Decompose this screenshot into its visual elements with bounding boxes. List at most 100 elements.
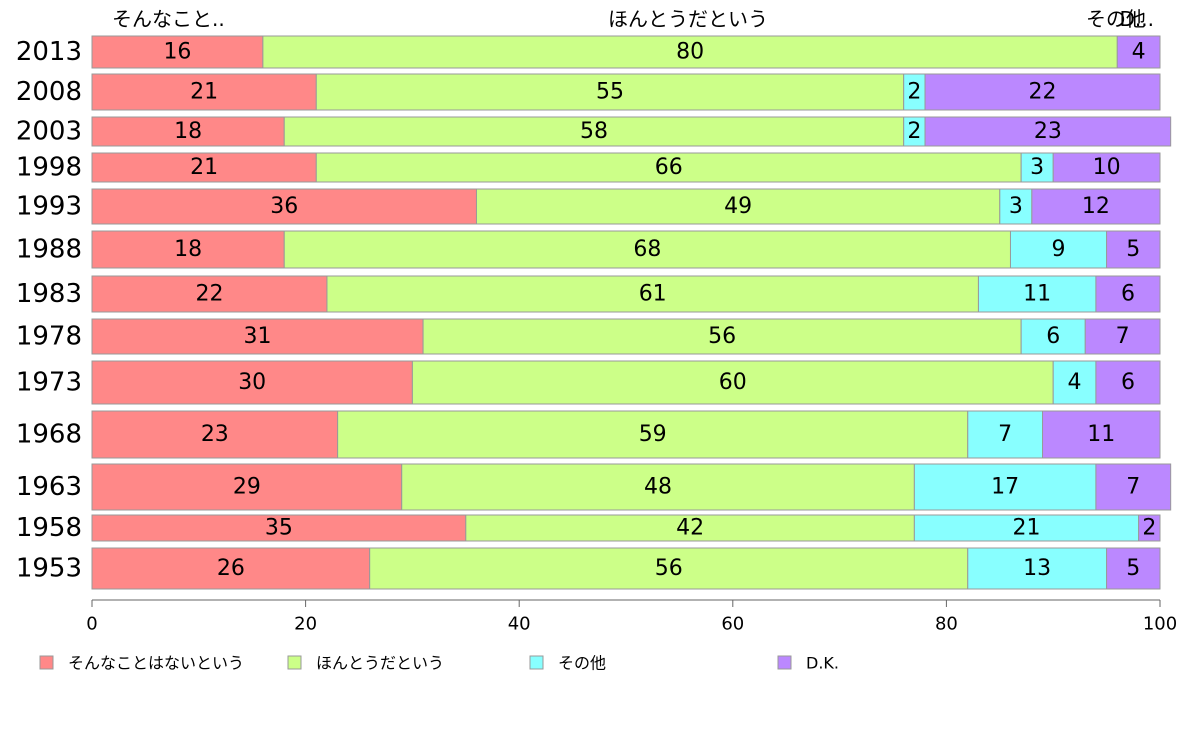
data-label-1968-s2: 7 bbox=[998, 422, 1012, 447]
year-label-1958: 1958 bbox=[16, 513, 82, 543]
legend-swatch-2 bbox=[529, 655, 544, 670]
bar-segment-1963-s3 bbox=[1095, 463, 1172, 511]
bar-segment-1958-s0 bbox=[91, 514, 467, 542]
year-label-1988: 1988 bbox=[16, 235, 82, 265]
x-tick-label-40: 40 bbox=[508, 614, 531, 635]
data-label-1963-s0: 29 bbox=[233, 475, 261, 500]
bar-segment-1958-s3 bbox=[1138, 514, 1161, 542]
bar-segment-1968-s0 bbox=[91, 410, 339, 459]
legend-swatch-3 bbox=[777, 655, 792, 670]
data-label-1978-s0: 31 bbox=[244, 324, 272, 349]
top-label-2: その他 bbox=[1086, 7, 1146, 31]
bar-segment-1998-s1 bbox=[315, 152, 1022, 183]
bar-segment-1983-s0 bbox=[91, 275, 328, 313]
data-label-1988-s0: 18 bbox=[174, 237, 202, 262]
data-label-2008-s2: 2 bbox=[907, 80, 921, 105]
data-label-1983-s1: 61 bbox=[639, 282, 667, 307]
bar-segment-2008-s1 bbox=[315, 73, 905, 111]
data-label-2003-s0: 18 bbox=[174, 119, 202, 144]
data-label-1983-s0: 22 bbox=[195, 282, 223, 307]
year-label-1963: 1963 bbox=[16, 472, 82, 502]
bar-segment-2003-s3 bbox=[924, 116, 1172, 147]
data-label-1958-s3: 2 bbox=[1142, 516, 1156, 541]
data-label-2008-s0: 21 bbox=[190, 80, 218, 105]
data-label-2003-s2: 2 bbox=[907, 119, 921, 144]
data-label-1958-s1: 42 bbox=[676, 516, 704, 541]
legend-label-3: D.K. bbox=[806, 654, 839, 673]
data-label-1973-s0: 30 bbox=[238, 370, 266, 395]
data-label-1983-s3: 6 bbox=[1121, 282, 1135, 307]
data-label-1973-s1: 60 bbox=[719, 370, 747, 395]
year-label-1973: 1973 bbox=[16, 368, 82, 398]
bar-segment-2003-s0 bbox=[91, 116, 285, 147]
data-label-1963-s3: 7 bbox=[1126, 475, 1140, 500]
data-label-1978-s3: 7 bbox=[1116, 324, 1130, 349]
bar-segment-1978-s1 bbox=[422, 318, 1022, 355]
year-labels: 2013 2008 2003 1998 1993 1988 1983 1978 1973 1968… bbox=[16, 37, 82, 584]
bar-segment-1998-s3 bbox=[1052, 152, 1161, 183]
data-label-1993-s2: 3 bbox=[1009, 194, 1023, 219]
x-tick-label-80: 80 bbox=[935, 614, 958, 635]
data-label-2008-s3: 22 bbox=[1029, 80, 1057, 105]
x-tick-label-0: 0 bbox=[86, 614, 97, 635]
bar-segment-2013-s0 bbox=[91, 35, 264, 69]
data-label-2003-s1: 58 bbox=[580, 119, 608, 144]
data-label-1988-s1: 68 bbox=[633, 237, 661, 262]
bar-segment-1993-s0 bbox=[91, 188, 477, 225]
year-label-1983: 1983 bbox=[16, 279, 82, 309]
legend-label-1: ほんとうだという bbox=[316, 654, 444, 673]
data-label-1973-s2: 4 bbox=[1068, 370, 1082, 395]
data-label-1973-s3: 6 bbox=[1121, 370, 1135, 395]
data-label-1998-s3: 10 bbox=[1093, 155, 1121, 180]
data-label-1978-s1: 56 bbox=[708, 324, 736, 349]
data-label-1993-s1: 49 bbox=[724, 194, 752, 219]
legend-swatch-1 bbox=[287, 655, 302, 670]
x-tick-label-60: 60 bbox=[721, 614, 744, 635]
data-label-1998-s0: 21 bbox=[190, 155, 218, 180]
bar-segment-1988-s3 bbox=[1106, 230, 1161, 269]
data-label-1968-s1: 59 bbox=[639, 422, 667, 447]
bar-segment-1993-s3 bbox=[1031, 188, 1161, 225]
data-label-1963-s1: 48 bbox=[644, 475, 672, 500]
bar-segment-1973-s2 bbox=[1052, 360, 1097, 405]
top-label-1: ほんとうだという bbox=[608, 7, 768, 31]
data-label-1968-s0: 23 bbox=[201, 422, 229, 447]
bar-segment-1993-s2 bbox=[999, 188, 1033, 225]
bar-segment-1963-s2 bbox=[913, 463, 1097, 511]
bar-segment-2013-s1 bbox=[262, 35, 1118, 69]
top-label-3: D... bbox=[1120, 7, 1154, 31]
data-label-1983-s2: 11 bbox=[1023, 282, 1051, 307]
legend-label-0: そんなことはないという bbox=[68, 654, 244, 673]
data-label-1998-s2: 3 bbox=[1030, 155, 1044, 180]
year-label-1998: 1998 bbox=[16, 153, 82, 183]
legend: そんなことはないという ほんとうだという その他 D.K. bbox=[39, 654, 839, 673]
bar-segment-1953-s1 bbox=[369, 547, 969, 590]
data-label-1963-s2: 17 bbox=[991, 475, 1019, 500]
bar-segment-1958-s1 bbox=[465, 514, 915, 542]
year-label-2008: 2008 bbox=[16, 77, 82, 107]
data-label-1953-s2: 13 bbox=[1023, 556, 1051, 581]
bar-segment-1998-s0 bbox=[91, 152, 317, 183]
x-axis: 0 20 40 60 80 100 bbox=[86, 599, 1177, 635]
year-label-1968: 1968 bbox=[16, 420, 82, 450]
year-label-2003: 2003 bbox=[16, 117, 82, 147]
data-label-1988-s2: 9 bbox=[1052, 237, 1066, 262]
bar-segment-2008-s3 bbox=[924, 73, 1161, 111]
data-label-2013-s1: 80 bbox=[676, 40, 704, 65]
bar-segment-1953-s0 bbox=[91, 547, 371, 590]
data-label-1958-s0: 35 bbox=[265, 516, 293, 541]
data-label-2013-s0: 16 bbox=[163, 40, 191, 65]
bar-segment-2013-s3 bbox=[1116, 35, 1161, 69]
data-label-1988-s3: 5 bbox=[1126, 237, 1140, 262]
bar-segment-1988-s1 bbox=[283, 230, 1011, 269]
bar-segment-1973-s0 bbox=[91, 360, 413, 405]
bar-segment-1963-s1 bbox=[401, 463, 915, 511]
x-tick-label-20: 20 bbox=[294, 614, 317, 635]
bar-segment-2003-s1 bbox=[283, 116, 905, 147]
bar-segment-1973-s3 bbox=[1095, 360, 1161, 405]
x-tick-label-100: 100 bbox=[1143, 614, 1177, 635]
bar-segment-1953-s3 bbox=[1106, 547, 1161, 590]
bar-segment-1963-s0 bbox=[91, 463, 403, 511]
